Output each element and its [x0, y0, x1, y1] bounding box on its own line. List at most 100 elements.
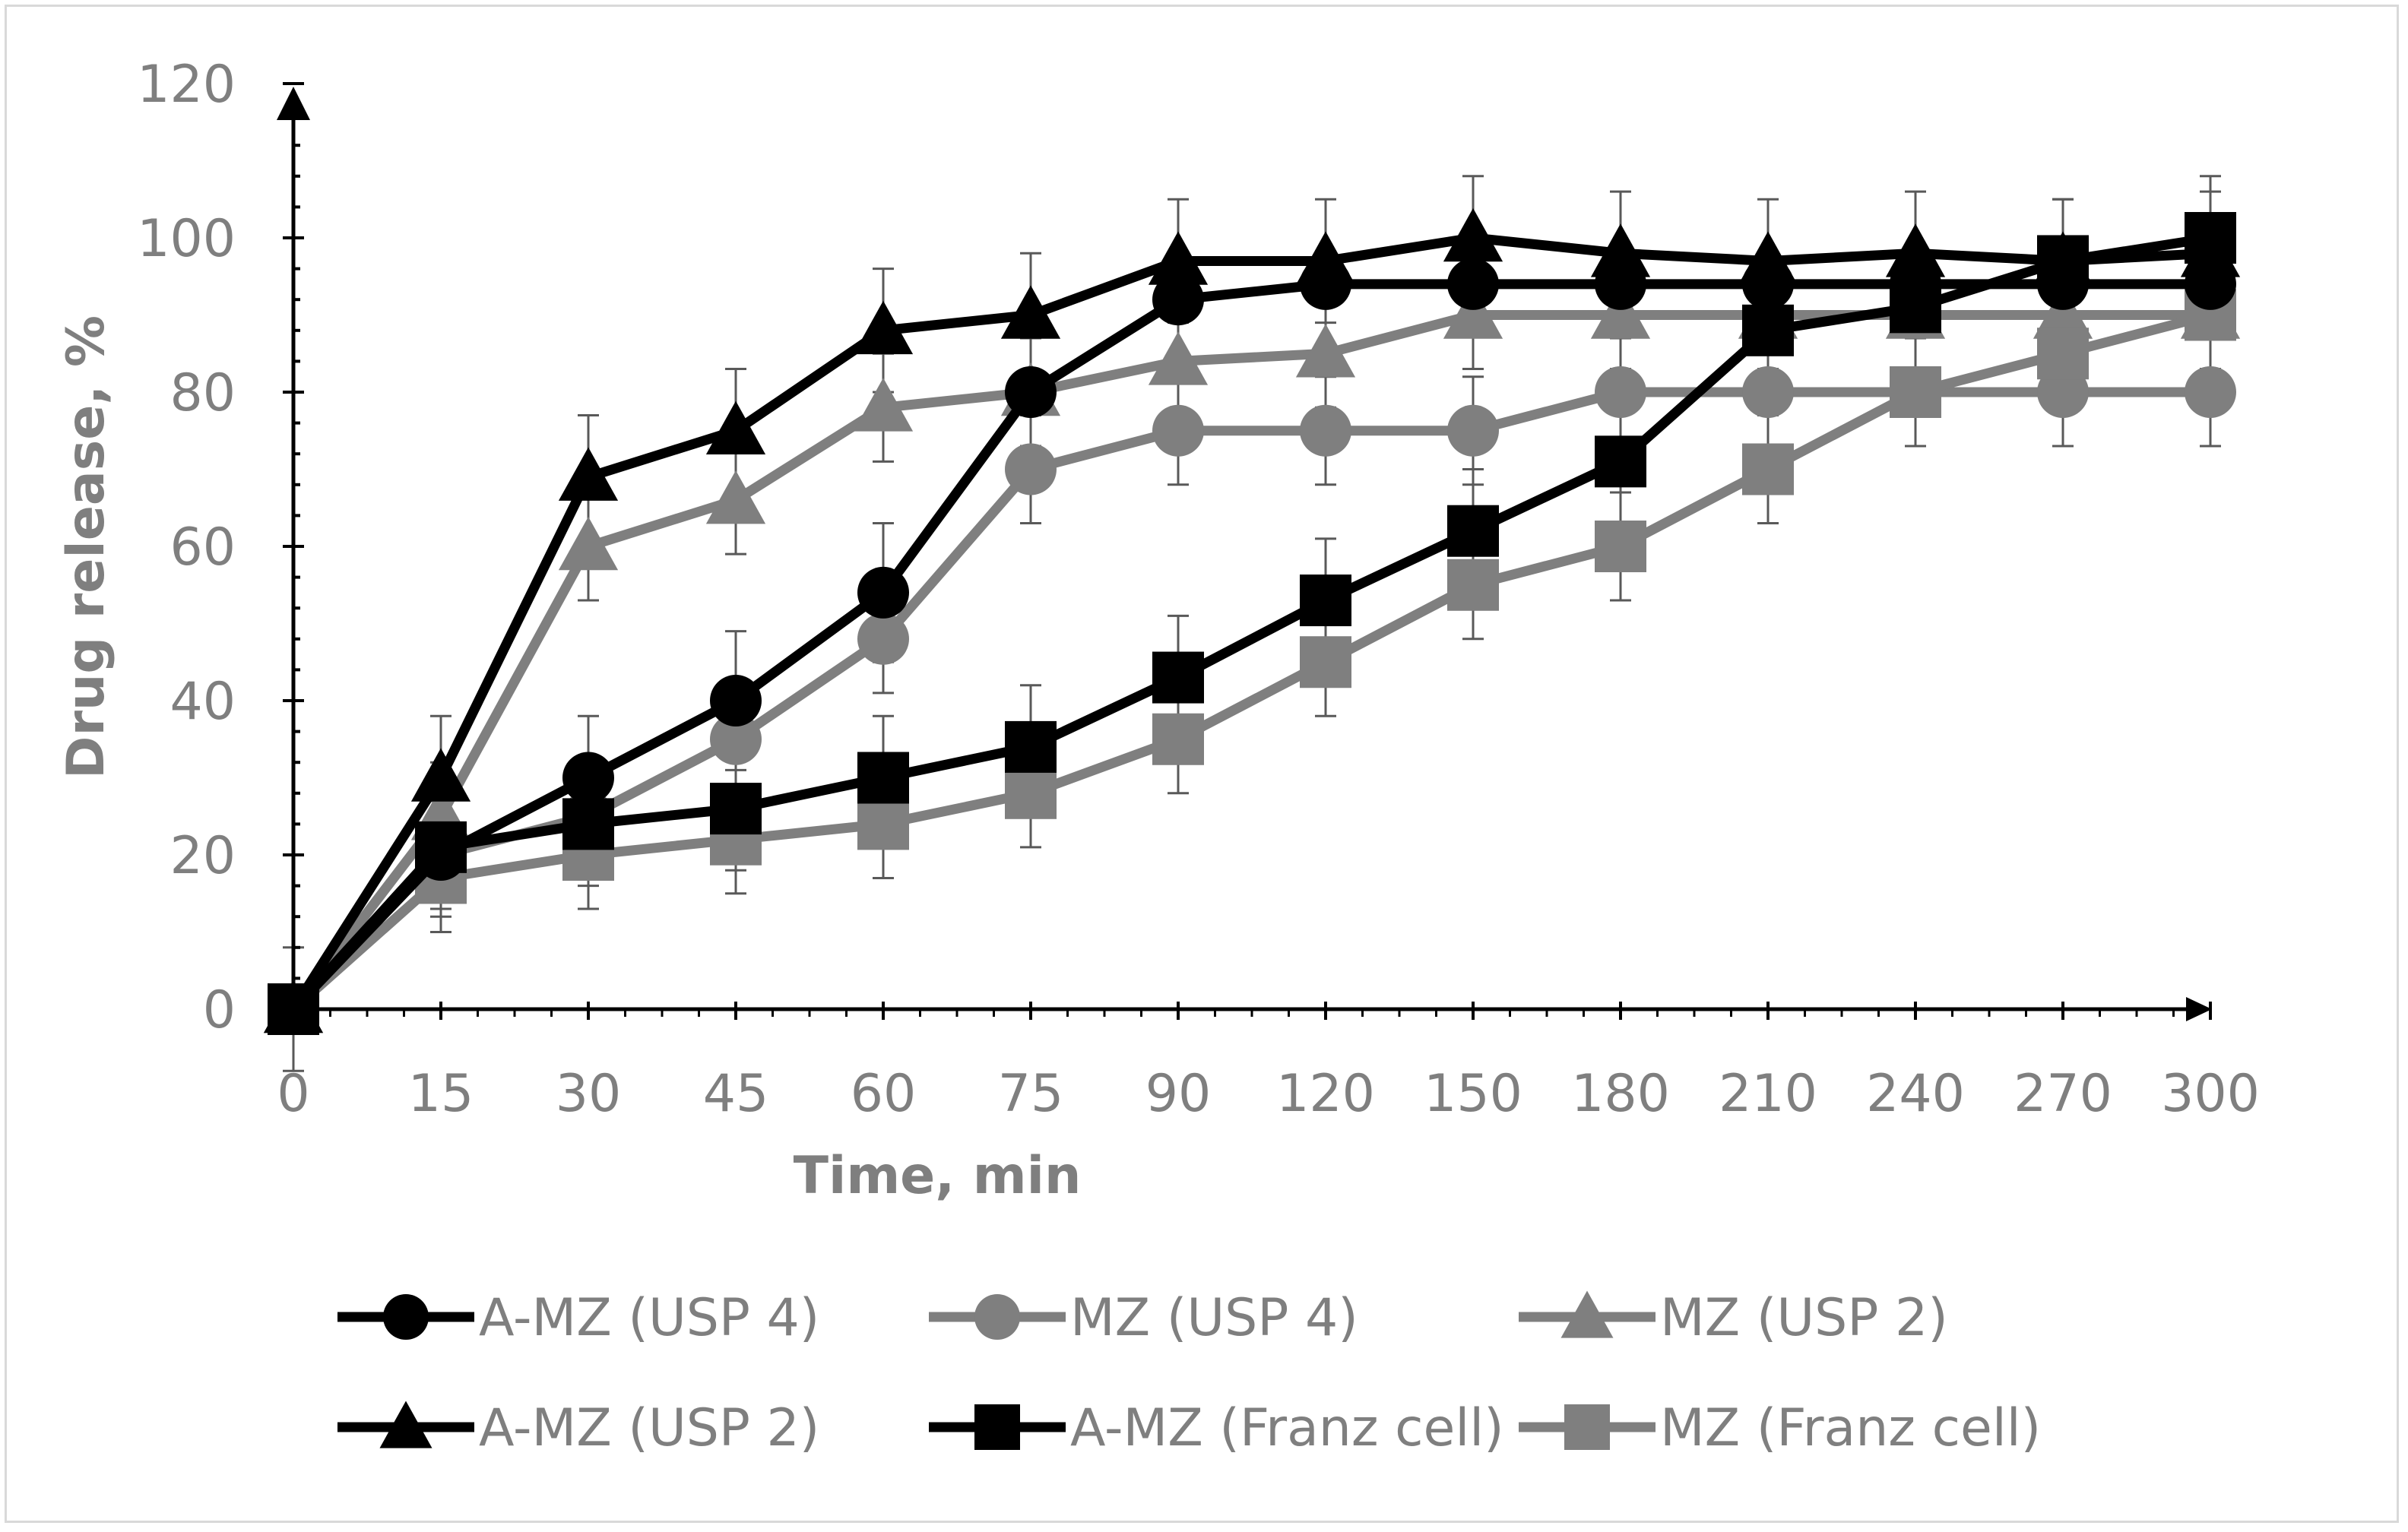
data-point — [1000, 285, 1061, 339]
data-point — [1447, 505, 1499, 557]
data-point — [268, 983, 319, 1035]
data-point — [1005, 443, 1057, 495]
data-point — [415, 821, 467, 873]
chart-frame — [5, 5, 2399, 1523]
series-layer — [263, 207, 2241, 1035]
series-a-mz-franz-cell — [268, 212, 2236, 1035]
data-point — [1300, 636, 1351, 688]
data-point — [1595, 521, 1646, 572]
data-point — [1005, 366, 1057, 418]
y-tick-labels: 0 20 40 60 80 100 120 — [137, 55, 236, 1040]
data-point — [2037, 235, 2089, 287]
x-tick-label: 90 — [1145, 1064, 1212, 1124]
y-axis-title: Drug release, % — [56, 315, 116, 779]
data-point — [2033, 285, 2093, 339]
data-point — [1152, 651, 1204, 704]
x-tick-label: 60 — [851, 1064, 917, 1124]
x-tick-label: 270 — [2014, 1064, 2112, 1124]
legend-label: A-MZ (USP 4) — [479, 1288, 819, 1348]
data-point — [1005, 720, 1057, 773]
data-point — [857, 566, 909, 619]
legend-item: A-MZ (USP 2) — [337, 1398, 819, 1458]
data-point — [1152, 404, 1204, 457]
data-point — [558, 447, 619, 501]
legend-label: A-MZ (USP 2) — [479, 1398, 819, 1458]
y-tick-label: 120 — [137, 55, 236, 115]
data-point — [857, 798, 909, 850]
y-tick-label: 20 — [170, 826, 236, 886]
x-tick-label: 210 — [1719, 1064, 1817, 1124]
data-point — [1890, 281, 1941, 334]
y-tick-label: 80 — [170, 363, 236, 423]
legend-item: MZ (USP 4) — [929, 1288, 1358, 1348]
x-tick-label: 0 — [277, 1064, 309, 1124]
y-tick-label: 100 — [137, 209, 236, 269]
data-point — [1742, 443, 1794, 495]
data-point — [1152, 713, 1204, 765]
legend-item: MZ (Franz cell) — [1519, 1398, 2041, 1458]
data-point — [1443, 207, 1503, 262]
data-point — [710, 675, 762, 726]
x-tick-label: 45 — [703, 1064, 769, 1124]
series-mz-franz-cell — [268, 289, 2236, 1035]
legend-marker — [974, 1404, 1020, 1450]
legend-marker — [379, 1401, 432, 1448]
data-point — [1595, 435, 1646, 488]
x-tick-label: 75 — [998, 1064, 1064, 1124]
data-point — [857, 612, 909, 665]
data-point — [1447, 258, 1499, 310]
series-line — [289, 233, 2211, 1012]
data-point — [853, 300, 914, 355]
data-point — [558, 516, 619, 571]
legend-item: MZ (USP 2) — [1519, 1288, 1948, 1348]
data-point — [2185, 212, 2236, 264]
x-tick-label: 240 — [1866, 1064, 1965, 1124]
data-point — [857, 752, 909, 804]
legend: A-MZ (USP 4) MZ (USP 4) MZ (USP 2) A-MZ (US… — [337, 1288, 2041, 1458]
y-tick-label: 40 — [170, 672, 236, 732]
data-point — [705, 400, 766, 455]
data-point — [1590, 223, 1651, 277]
y-axis-arrow — [277, 87, 310, 120]
series-a-mz-usp-2 — [263, 207, 2241, 1033]
data-point — [562, 798, 614, 850]
legend-item: A-MZ (Franz cell) — [929, 1398, 1504, 1458]
x-tick-label: 30 — [556, 1064, 622, 1124]
y-tick-label: 60 — [170, 518, 236, 578]
data-point — [1148, 331, 1209, 385]
data-point — [1890, 366, 1941, 418]
legend-label: A-MZ (Franz cell) — [1070, 1398, 1504, 1458]
axes-layer — [277, 82, 2212, 1021]
data-point — [1152, 274, 1204, 326]
data-point — [705, 470, 766, 524]
x-tick-labels: 0 15 30 45 60 75 90 120 150 180 210 240 270 300 — [277, 1064, 2260, 1124]
data-point — [2185, 366, 2236, 418]
data-point — [1148, 231, 1209, 285]
legend-label: MZ (Franz cell) — [1660, 1398, 2041, 1458]
data-point — [1443, 285, 1503, 339]
data-point — [2037, 328, 2089, 380]
x-axis-title: Time, min — [794, 1146, 1082, 1206]
data-point — [853, 378, 914, 432]
series-line — [290, 310, 2212, 1013]
x-tick-label: 120 — [1276, 1064, 1375, 1124]
series-line — [289, 310, 2210, 1012]
data-point — [1005, 767, 1057, 819]
data-point — [710, 713, 762, 765]
data-point — [1595, 366, 1646, 418]
data-point — [1300, 574, 1351, 627]
legend-marker — [1564, 1404, 1610, 1450]
x-tick-label: 150 — [1424, 1064, 1522, 1124]
data-point — [1885, 223, 1946, 277]
legend-item: A-MZ (USP 4) — [337, 1288, 819, 1348]
data-point — [710, 783, 762, 835]
legend-marker — [383, 1294, 429, 1340]
x-axis-arrow — [2186, 997, 2212, 1021]
data-point — [1742, 366, 1794, 418]
legend-marker — [974, 1294, 1020, 1340]
x-tick-label: 15 — [408, 1064, 474, 1124]
legend-label: MZ (USP 2) — [1660, 1288, 1948, 1348]
data-point — [562, 752, 614, 804]
x-tick-label: 180 — [1571, 1064, 1670, 1124]
